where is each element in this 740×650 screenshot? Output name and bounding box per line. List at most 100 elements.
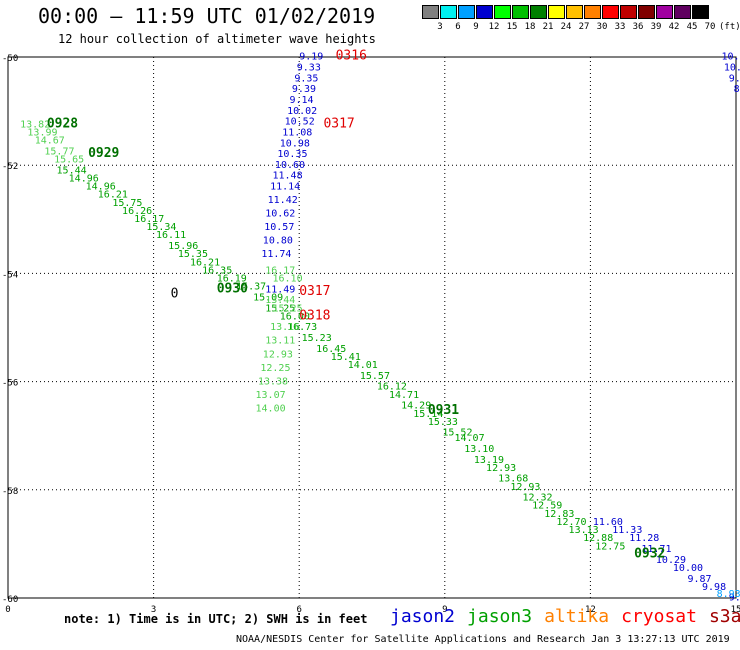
color-swatch xyxy=(530,5,547,19)
color-swatch xyxy=(548,5,565,19)
data-point-label: 15.44 xyxy=(57,165,87,176)
track-id-label: 0930 xyxy=(217,281,248,296)
data-point-label: 16.17 xyxy=(134,214,164,225)
data-point-label: 14.00 xyxy=(256,403,286,414)
data-point-label: 9.98 xyxy=(702,582,726,593)
y-tick-label: -58 xyxy=(2,487,18,497)
data-point-label: 12.59 xyxy=(532,501,562,512)
data-point-label: 10.60 xyxy=(275,160,305,171)
track-id-label: 0318 xyxy=(299,308,330,323)
data-point-label: 11.71 xyxy=(641,544,671,555)
data-point-label: 13.44 xyxy=(265,295,295,306)
data-point-label: 13.10 xyxy=(464,444,494,455)
data-point-label: 15.34 xyxy=(146,222,176,233)
color-swatch xyxy=(656,5,673,19)
color-scale-label: 30 xyxy=(596,22,608,32)
color-scale-label: 15 xyxy=(506,22,518,32)
color-scale-label: 3 xyxy=(437,22,443,32)
color-swatch xyxy=(620,5,637,19)
data-point-label: 16.19 xyxy=(217,274,247,285)
data-point-label: 10.62 xyxy=(265,209,295,220)
data-point-label: 14.96 xyxy=(69,173,99,184)
x-tick-label: 9 xyxy=(442,605,447,615)
data-point-label: 15.41 xyxy=(331,352,361,363)
plot-frame xyxy=(7,56,737,599)
color-swatch xyxy=(458,5,475,19)
data-point-label: 9.0 xyxy=(729,593,740,604)
color-scale-legend: 3 6 9 12 15 18 21 24 27 30 33 36 39 42 45 70 (ft) xyxy=(422,5,740,32)
data-point-label: 15.52 xyxy=(442,428,472,439)
data-point-label: 11.74 xyxy=(261,249,291,260)
x-tick-label: 6 xyxy=(296,605,301,615)
color-scale-label: 42 xyxy=(668,22,680,32)
color-scale-label: 12 xyxy=(488,22,500,32)
satellite-legend-jason3: jason3 xyxy=(467,606,533,627)
x-tick-label: 0 xyxy=(5,605,10,615)
data-point-label: 13.82 xyxy=(20,119,50,130)
data-point-label: 11.28 xyxy=(629,533,659,544)
data-point-label: 11.48 xyxy=(273,171,303,182)
data-point-label: 12.75 xyxy=(595,541,625,552)
data-point-label: 8 xyxy=(734,84,740,95)
color-scale-label: 45 xyxy=(686,22,698,32)
color-scale-label: 70 xyxy=(704,22,716,32)
data-point-label: 15.33 xyxy=(428,417,458,428)
color-swatch xyxy=(602,5,619,19)
color-swatch xyxy=(494,5,511,19)
satellite-legend-cryosat: cryosat xyxy=(621,606,697,627)
data-point-label: 16.73 xyxy=(287,322,317,333)
track-id-label: 0931 xyxy=(428,403,459,418)
data-point-label: 11.08 xyxy=(282,127,312,138)
data-point-label: 13.99 xyxy=(27,127,57,138)
data-point-label: 16.10 xyxy=(273,274,303,285)
data-point-label: 12.25 xyxy=(260,363,290,374)
x-tick-label: 15 xyxy=(731,605,740,615)
color-scale-label: 18 xyxy=(524,22,536,32)
data-point-label: 13.07 xyxy=(256,390,286,401)
data-point-label: 10.57 xyxy=(264,222,294,233)
data-point-label: 16.45 xyxy=(316,344,346,355)
color-scale-label: 33 xyxy=(614,22,626,32)
data-point-label: 16.11 xyxy=(156,230,186,241)
color-scale-label: 39 xyxy=(650,22,662,32)
color-swatch xyxy=(512,5,529,19)
track-id-label: 0932 xyxy=(634,546,665,561)
data-point-label: 11.33 xyxy=(612,525,642,536)
data-point-label: 9.35 xyxy=(294,73,318,84)
data-point-label: 15.35 xyxy=(178,249,208,260)
data-point-label: 10.29 xyxy=(656,555,686,566)
color-scale-label: 21 xyxy=(542,22,554,32)
data-point-label: 9.39 xyxy=(292,84,316,95)
color-swatch xyxy=(692,5,709,19)
data-point-label: 15.57 xyxy=(360,371,390,382)
data-point-label: 15.25 xyxy=(273,303,303,314)
track-id-label: 0316 xyxy=(336,49,367,64)
data-point-label: 10.80 xyxy=(263,236,293,247)
data-point-label: 10.52 xyxy=(285,117,315,128)
y-tick-label: -60 xyxy=(2,595,18,605)
track-id-label: 0317 xyxy=(299,284,330,299)
data-point-label: 16.21 xyxy=(190,257,220,268)
y-tick-label: -50 xyxy=(2,54,18,64)
data-point-label: 15.23 xyxy=(302,333,332,344)
data-point-label: 15.25 xyxy=(265,303,295,314)
data-point-label: 11.60 xyxy=(593,517,623,528)
satellite-legend: jason2 jason3 altika cryosat s3a xyxy=(390,606,740,627)
data-point-label: 10.35 xyxy=(277,149,307,160)
color-swatch xyxy=(476,5,493,19)
data-point-label: 14.71 xyxy=(389,390,419,401)
data-point-label: 15.37 xyxy=(236,282,266,293)
data-point-label: 8.93 xyxy=(717,589,740,600)
y-tick-label: -52 xyxy=(2,162,18,172)
color-scale-labels: 3 6 9 12 15 18 21 24 27 30 33 36 39 42 45 70 (ft) xyxy=(431,22,740,32)
data-point-label: 15.09 xyxy=(253,292,283,303)
y-tick-label: -54 xyxy=(2,270,18,280)
y-tick-label: -56 xyxy=(2,379,18,389)
data-point-label: 12.32 xyxy=(522,493,552,504)
data-point-label: 16.21 xyxy=(98,190,128,201)
data-point-label: 11.42 xyxy=(268,195,298,206)
track-id-label: 0928 xyxy=(47,116,78,131)
data-point-label: 15.14 xyxy=(413,409,443,420)
data-point-label: 14.29 xyxy=(401,401,431,412)
data-point-label: 15.77 xyxy=(44,146,74,157)
